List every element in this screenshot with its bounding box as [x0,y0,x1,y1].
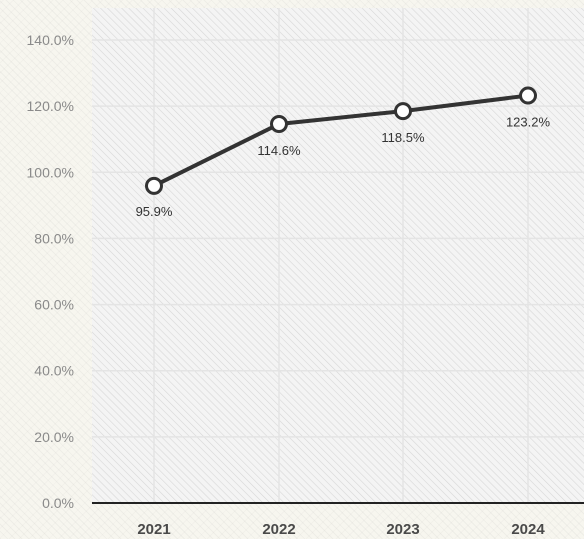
x-axis-ticks: 2021 2022 2023 2024 [137,521,545,538]
data-labels: 95.9% 114.6% 118.5% 123.2% [136,115,551,219]
y-tick-label: 40.0% [34,363,74,379]
data-points [145,86,537,195]
data-point [519,86,537,105]
data-label: 114.6% [257,143,301,158]
y-axis-ticks: 0.0% 20.0% 40.0% 60.0% 80.0% 100.0% 120.0% 140.… [27,32,74,511]
series-line [153,93,529,188]
plot-area [92,8,584,503]
y-tick-label: 80.0% [34,230,74,246]
data-label: 118.5% [381,130,425,145]
data-label: 95.9% [136,204,173,219]
y-tick-label: 120.0% [27,98,74,114]
x-tick-label: 2021 [137,521,170,538]
y-tick-label: 140.0% [27,32,74,48]
y-tick-label: 100.0% [27,164,74,180]
data-point [270,115,288,134]
data-label: 123.2% [506,115,551,130]
y-tick-label: 20.0% [34,429,74,445]
data-point [394,102,412,121]
data-point [145,176,163,195]
x-tick-label: 2023 [386,521,419,538]
x-tick-label: 2024 [511,521,545,538]
x-tick-label: 2022 [262,521,295,538]
y-tick-label: 0.0% [42,495,74,511]
y-tick-label: 60.0% [34,297,74,313]
